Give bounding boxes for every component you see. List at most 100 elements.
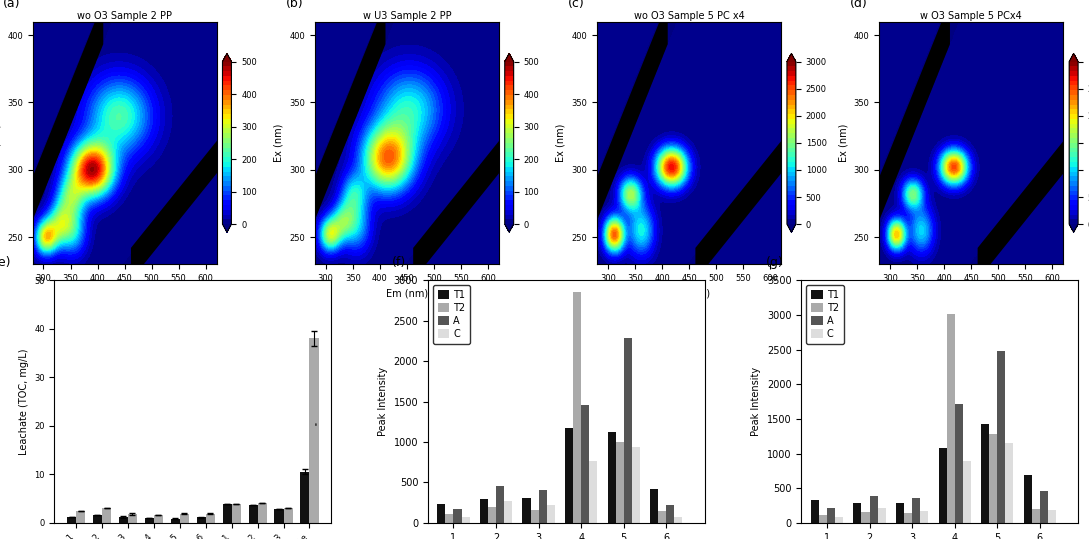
Bar [920, 511, 928, 523]
Bar [206, 514, 215, 523]
X-axis label: Em (nm): Em (nm) [951, 288, 992, 299]
Bar [565, 428, 573, 523]
Bar [301, 472, 309, 523]
Bar [582, 405, 589, 523]
Bar [102, 508, 111, 523]
Bar [666, 506, 674, 523]
Legend: T1, T2, A, C: T1, T2, A, C [432, 285, 470, 344]
PathPatch shape [1069, 53, 1078, 61]
Y-axis label: Ex (nm): Ex (nm) [839, 123, 848, 162]
Bar [589, 461, 598, 523]
Bar [274, 509, 283, 523]
Title: w O3 Sample 5 PCx4: w O3 Sample 5 PCx4 [920, 11, 1023, 21]
Bar [904, 513, 913, 523]
Text: (c): (c) [567, 0, 585, 10]
Y-axis label: Ex (nm): Ex (nm) [556, 123, 566, 162]
Bar [93, 515, 102, 523]
Bar [674, 517, 683, 523]
Bar [539, 490, 547, 523]
Bar [650, 489, 658, 523]
Bar [1048, 510, 1056, 523]
PathPatch shape [1069, 224, 1078, 232]
Bar [1040, 491, 1048, 523]
Bar [530, 510, 539, 523]
PathPatch shape [222, 224, 232, 232]
Title: wo O3 Sample 5 PC x4: wo O3 Sample 5 PC x4 [634, 11, 745, 21]
PathPatch shape [504, 224, 514, 232]
Text: (e): (e) [0, 255, 11, 269]
Bar [1024, 475, 1031, 523]
Bar [222, 505, 232, 523]
Y-axis label: Peak Intensity: Peak Intensity [751, 367, 761, 436]
Bar [497, 486, 504, 523]
Bar [1005, 443, 1014, 523]
Bar [180, 514, 188, 523]
PathPatch shape [504, 53, 514, 61]
X-axis label: Em (nm): Em (nm) [103, 288, 146, 299]
Bar [129, 514, 137, 523]
Bar [878, 508, 885, 523]
Bar [811, 500, 819, 523]
Y-axis label: Peak Intensity: Peak Intensity [378, 367, 388, 436]
Bar [197, 517, 206, 523]
Bar [998, 351, 1005, 523]
Bar [963, 461, 971, 523]
Bar [248, 505, 258, 523]
Bar [861, 512, 869, 523]
Bar [145, 519, 154, 523]
Bar [462, 517, 469, 523]
Bar [171, 519, 180, 523]
Text: (b): (b) [285, 0, 303, 10]
Bar [658, 511, 666, 523]
Bar [309, 338, 319, 523]
Bar [258, 503, 267, 523]
Bar [869, 496, 878, 523]
X-axis label: Em (nm): Em (nm) [386, 288, 428, 299]
Text: (a): (a) [3, 0, 21, 10]
Bar [523, 498, 530, 523]
Bar [827, 508, 835, 523]
Y-axis label: Leachate (TOC, mg/L): Leachate (TOC, mg/L) [19, 348, 28, 455]
Bar [955, 404, 963, 523]
Bar [445, 514, 453, 523]
PathPatch shape [787, 53, 796, 61]
Bar [283, 508, 293, 523]
Bar [76, 511, 85, 523]
Bar [1031, 509, 1040, 523]
Bar [232, 504, 241, 523]
Legend: T1, T2, A, C: T1, T2, A, C [806, 285, 844, 344]
Bar [989, 434, 998, 523]
Bar [835, 516, 843, 523]
Bar [896, 503, 904, 523]
Text: (f): (f) [392, 255, 406, 269]
Text: (g): (g) [766, 255, 783, 269]
Bar [154, 515, 163, 523]
Bar [615, 442, 624, 523]
Bar [939, 448, 946, 523]
Bar [819, 515, 827, 523]
PathPatch shape [787, 224, 796, 232]
Bar [854, 503, 861, 523]
Bar [453, 509, 462, 523]
Text: (d): (d) [849, 0, 868, 10]
Bar [608, 432, 615, 523]
Title: wo O3 Sample 2 PP: wo O3 Sample 2 PP [77, 11, 172, 21]
X-axis label: Em (nm): Em (nm) [668, 288, 710, 299]
Bar [488, 508, 497, 523]
Bar [68, 517, 76, 523]
Bar [119, 517, 129, 523]
Y-axis label: Ex (nm): Ex (nm) [0, 123, 1, 162]
Bar [438, 505, 445, 523]
Bar [632, 447, 640, 523]
PathPatch shape [222, 53, 232, 61]
Bar [480, 499, 488, 523]
Y-axis label: Ex (nm): Ex (nm) [273, 123, 284, 162]
Bar [547, 505, 554, 523]
Bar [913, 498, 920, 523]
Bar [624, 338, 632, 523]
Bar [981, 424, 989, 523]
Title: w U3 Sample 2 PP: w U3 Sample 2 PP [363, 11, 451, 21]
Bar [573, 293, 582, 523]
Bar [504, 501, 512, 523]
Bar [946, 314, 955, 523]
